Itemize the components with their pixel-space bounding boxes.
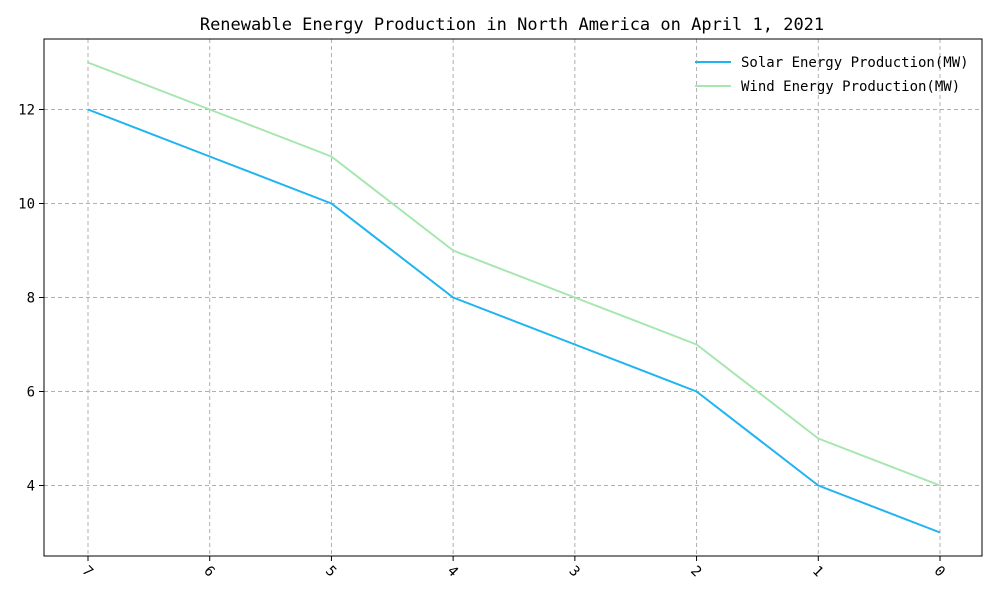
x-tick-label: 3 bbox=[566, 563, 583, 580]
legend-label: Wind Energy Production(MW) bbox=[741, 79, 960, 95]
x-tick-label: 6 bbox=[200, 563, 217, 580]
grid-lines bbox=[44, 39, 982, 556]
series-lines bbox=[87, 61, 941, 534]
x-tick-label: 4 bbox=[444, 563, 461, 580]
x-tick-label: 5 bbox=[322, 563, 339, 580]
x-tick-label: 1 bbox=[809, 563, 826, 580]
y-tick-label: 8 bbox=[27, 291, 35, 307]
x-tick-label: 7 bbox=[79, 563, 96, 580]
x-tick-label: 2 bbox=[687, 563, 704, 580]
y-tick-label: 6 bbox=[27, 385, 35, 401]
y-tick-label: 4 bbox=[27, 479, 35, 495]
y-tick-label: 10 bbox=[18, 197, 35, 213]
legend: Solar Energy Production(MW) Wind Energy P… bbox=[695, 55, 969, 95]
legend-label: Solar Energy Production(MW) bbox=[741, 55, 969, 71]
y-tick-label: 12 bbox=[18, 103, 35, 119]
series-line bbox=[87, 61, 941, 487]
x-tick-label: 0 bbox=[931, 563, 948, 580]
series-line bbox=[87, 108, 941, 534]
chart-title: Renewable Energy Production in North Ame… bbox=[200, 15, 824, 35]
